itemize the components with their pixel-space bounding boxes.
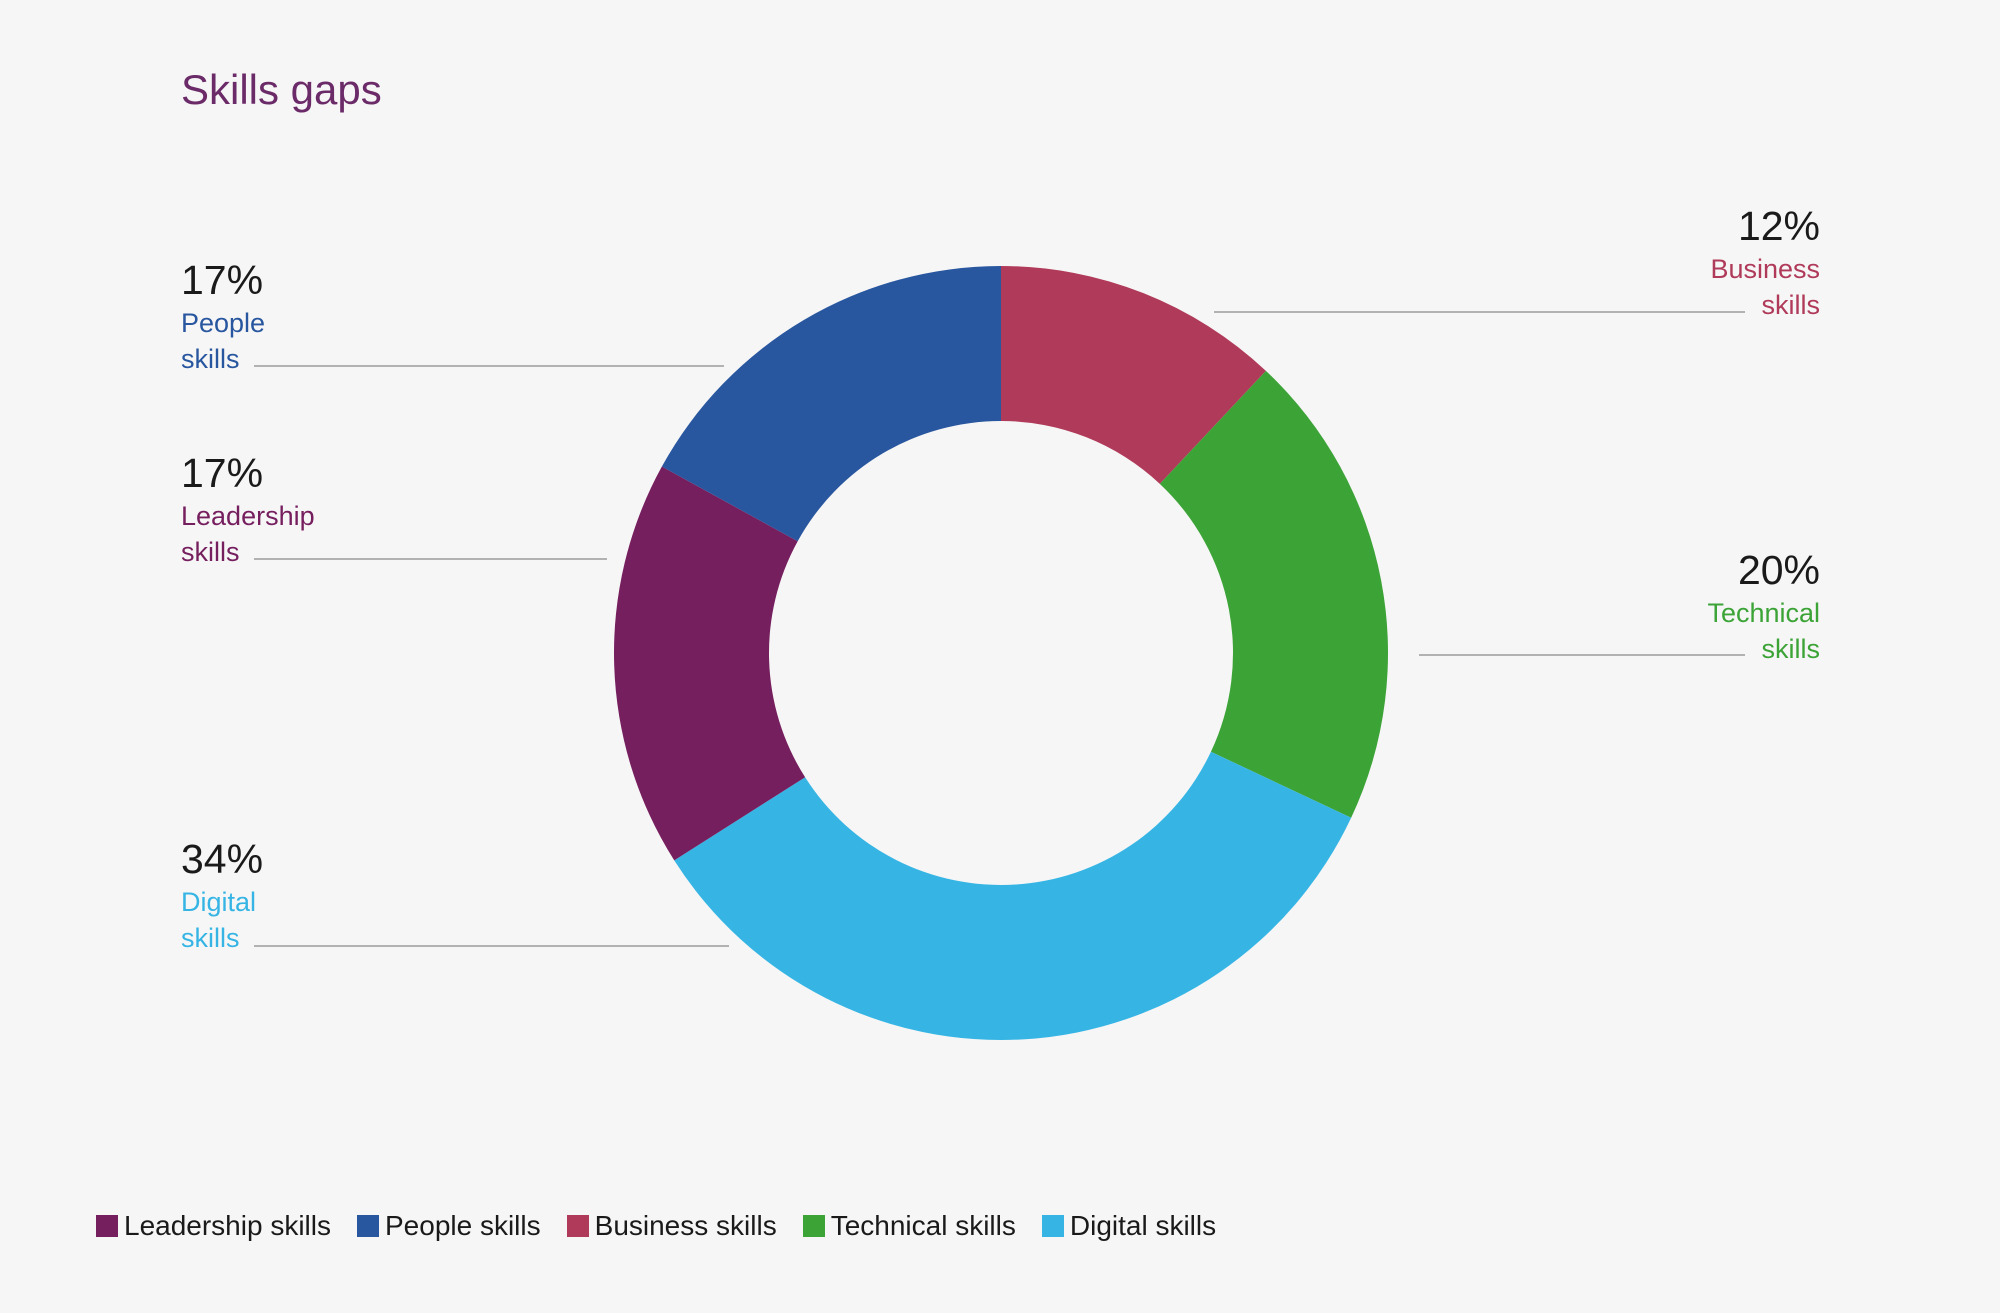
category-label-line2-business: skills — [1762, 290, 1821, 320]
legend-item-business: Business skills — [566, 1210, 777, 1242]
legend-swatch-technical — [802, 1215, 825, 1237]
slice-digital — [674, 751, 1352, 1041]
pct-label-people: 17% — [181, 257, 263, 303]
slice-people — [661, 266, 1001, 542]
category-label-line2-leadership: skills — [181, 537, 240, 567]
legend: Leadership skills People skills Business… — [96, 1210, 1242, 1242]
legend-item-technical: Technical skills — [802, 1210, 1016, 1242]
category-label-digital: Digital — [181, 887, 256, 917]
category-label-line2-digital: skills — [181, 923, 240, 953]
category-label-leadership: Leadership — [181, 501, 315, 531]
category-label-technical: Technical — [1707, 598, 1820, 628]
legend-item-leadership: Leadership skills — [96, 1210, 331, 1242]
legend-swatch-digital — [1041, 1215, 1064, 1237]
category-label-line2-technical: skills — [1762, 634, 1821, 664]
category-label-people: People — [181, 308, 265, 338]
legend-label-leadership: Leadership skills — [124, 1210, 331, 1241]
slice-business — [1001, 266, 1266, 484]
chart-title: Skills gaps — [181, 66, 382, 113]
pct-label-digital: 34% — [181, 836, 263, 882]
legend-label-technical: Technical skills — [830, 1210, 1016, 1241]
legend-item-digital: Digital skills — [1041, 1210, 1217, 1242]
legend-item-people: People skills — [357, 1210, 541, 1242]
category-label-line2-people: skills — [181, 344, 240, 374]
legend-swatch-people — [357, 1215, 379, 1237]
legend-swatch-business — [566, 1215, 589, 1237]
slice-technical — [1159, 370, 1388, 818]
legend-swatch-leadership — [96, 1215, 118, 1237]
pct-label-technical: 20% — [1738, 547, 1820, 593]
legend-label-digital: Digital skills — [1069, 1210, 1217, 1241]
slice-leadership — [614, 466, 806, 861]
category-label-business: Business — [1710, 254, 1820, 284]
pct-label-leadership: 17% — [181, 450, 263, 496]
legend-label-people: People skills — [385, 1210, 541, 1241]
pct-label-business: 12% — [1738, 203, 1820, 249]
legend-label-business: Business skills — [594, 1210, 777, 1241]
